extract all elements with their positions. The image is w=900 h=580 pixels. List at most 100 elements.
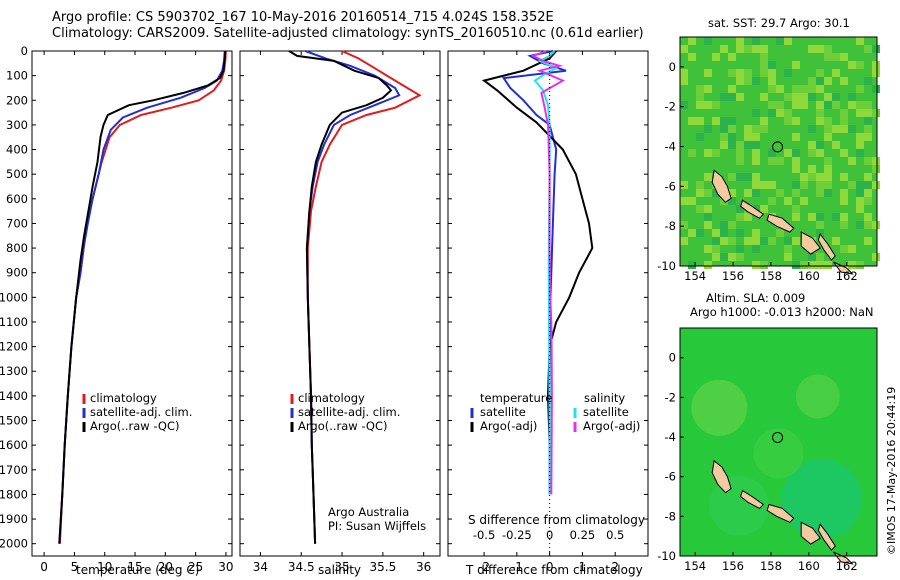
sst-cell	[792, 165, 800, 173]
sst-cell	[744, 141, 752, 149]
map-x-tick-label: 158	[760, 269, 782, 283]
sst-cell	[848, 181, 856, 189]
sla-blob	[753, 428, 804, 479]
sst-cell	[696, 93, 704, 101]
sst-cell	[736, 93, 744, 101]
sst-cell	[816, 181, 824, 189]
sst-cell	[760, 181, 768, 189]
sst-cell	[840, 221, 848, 229]
sst-cell	[792, 157, 800, 165]
sst-cell	[768, 85, 776, 93]
sst-cell	[688, 149, 696, 157]
y-tick-label: 1100	[0, 315, 28, 329]
y-tick-label: 2000	[0, 537, 28, 551]
sst-cell	[864, 197, 872, 205]
y-tick-label: 1200	[0, 340, 28, 354]
sst-cell	[816, 101, 824, 109]
sst-cell	[704, 85, 712, 93]
sst-cell	[824, 165, 832, 173]
island	[740, 199, 765, 219]
plot-frame	[31, 50, 233, 557]
sst-cell	[680, 221, 688, 229]
sla-map-title-2: Argo h1000: -0.013 h2000: NaN	[690, 305, 874, 319]
sst-cell	[816, 261, 824, 269]
sst-cell	[784, 37, 792, 45]
sst-cell	[792, 237, 800, 245]
sst-cell	[752, 109, 760, 117]
sst-cell	[872, 157, 880, 165]
sst-cell	[696, 229, 704, 237]
sst-cell	[856, 101, 864, 109]
sst-cell	[776, 109, 784, 117]
sst-cell	[736, 213, 744, 221]
sst-cell	[816, 45, 824, 53]
sst-cell	[784, 197, 792, 205]
sst-cell	[760, 261, 768, 269]
sst-cell	[856, 261, 864, 269]
sst-cell	[736, 173, 744, 181]
sst-cell	[752, 125, 760, 133]
sst-cell	[832, 53, 840, 61]
sst-cell	[760, 61, 768, 69]
plot-frame	[239, 50, 441, 557]
sst-cell	[784, 93, 792, 101]
map-y-tick-label: -2	[665, 100, 676, 114]
sst-cell	[808, 93, 816, 101]
sst-cell	[768, 197, 776, 205]
argo-position-marker	[772, 431, 784, 443]
sst-cell	[728, 221, 736, 229]
sst-cell	[792, 85, 800, 93]
sst-cell	[816, 109, 824, 117]
sst-cell	[808, 141, 816, 149]
sst-cell	[856, 61, 864, 69]
x-tick-label: 0	[546, 560, 554, 574]
sst-cell	[712, 53, 720, 61]
s-tick-label: -0.5	[473, 528, 495, 542]
sst-cell	[728, 237, 736, 245]
sst-cell	[792, 93, 800, 101]
sst-cell	[680, 69, 688, 77]
legend-header-salinity: salinity	[584, 391, 626, 405]
sst-cell	[776, 101, 784, 109]
x-tick-label: 34.5	[288, 560, 315, 574]
sst-cell	[712, 149, 720, 157]
sla-map-title-1: Altim. SLA: 0.009	[706, 291, 806, 305]
salinity-xlabel: salinity	[318, 563, 362, 577]
sst-cell	[824, 53, 832, 61]
y-tick-label: 300	[6, 118, 28, 132]
sst-cell	[840, 189, 848, 197]
sst-cell	[720, 133, 728, 141]
sst-cell	[768, 61, 776, 69]
sst-cell	[720, 141, 728, 149]
legend-t-satellite: satellite	[480, 405, 526, 419]
sst-cell	[792, 205, 800, 213]
sst-cell	[760, 237, 768, 245]
sst-cell	[824, 261, 832, 269]
t-difference-xlabel: T difference from climatology	[466, 563, 643, 577]
series-line-s-argo-adj-	[530, 50, 566, 495]
sla-blob	[781, 459, 862, 539]
x-tick-label: 1	[579, 560, 587, 574]
sst-cell	[808, 253, 816, 261]
sst-cell	[728, 85, 736, 93]
island	[711, 459, 732, 494]
sst-cell	[840, 109, 848, 117]
sst-cell	[816, 253, 824, 261]
sst-cell	[736, 77, 744, 85]
sst-cell	[752, 181, 760, 189]
legend-argo: Argo(..raw -QC)	[298, 419, 388, 433]
sst-cell	[776, 37, 784, 45]
sst-cell	[768, 157, 776, 165]
map-x-tick-label: 156	[722, 269, 744, 283]
map-y-tick-label: -8	[665, 219, 676, 233]
sst-cell	[728, 189, 736, 197]
sst-cell	[720, 125, 728, 133]
sst-cell	[856, 109, 864, 117]
sst-cell	[816, 189, 824, 197]
sst-cell	[808, 173, 816, 181]
sst-cell	[736, 157, 744, 165]
sst-cell	[760, 205, 768, 213]
sst-cell	[856, 85, 864, 93]
sst-cell	[688, 261, 696, 269]
series-line-argo-raw-qc-	[288, 50, 393, 544]
